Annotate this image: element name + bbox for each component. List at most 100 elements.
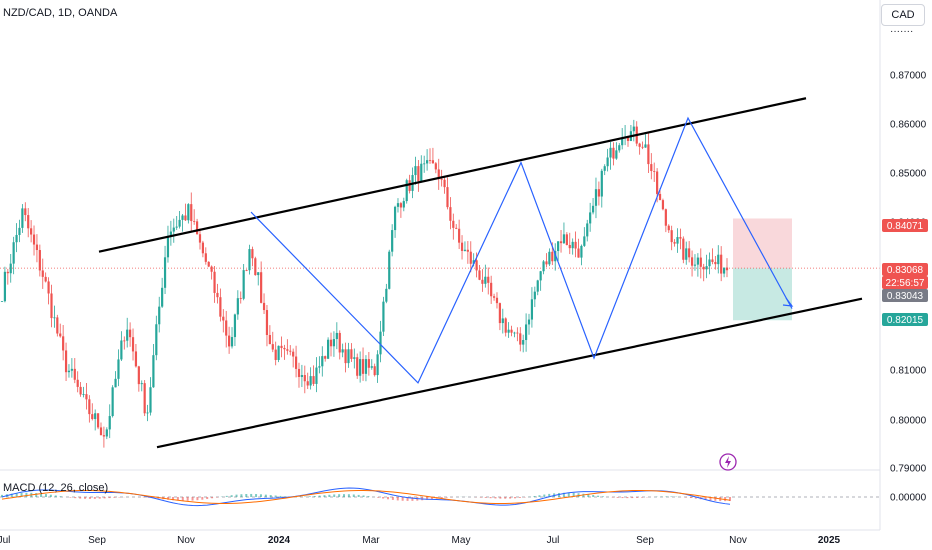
macd-histogram-bar	[406, 497, 409, 501]
candle	[27, 208, 30, 238]
candle	[676, 228, 679, 253]
candle	[309, 367, 312, 390]
candle-body	[62, 336, 65, 351]
candle-body	[443, 179, 446, 188]
x-tick-label: Sep	[88, 535, 106, 546]
candle-body	[565, 234, 568, 245]
candle-body	[134, 351, 138, 367]
macd-histogram-bar	[88, 497, 91, 499]
candle-body	[102, 435, 106, 437]
candle	[190, 192, 193, 232]
candle	[492, 293, 496, 301]
candle-body	[644, 144, 647, 148]
macd-histogram-bar	[386, 497, 389, 500]
candle	[73, 358, 76, 384]
candle	[708, 252, 711, 275]
time-axis[interactable]: Jul Sep Nov 2024 Mar May Jul Sep Nov 2025	[0, 535, 841, 546]
take-profit-zone	[733, 268, 792, 321]
macd-histogram-bar	[396, 497, 399, 501]
candle-body	[155, 324, 158, 356]
candle	[213, 265, 216, 303]
candle	[638, 142, 641, 155]
candle-body	[210, 266, 213, 272]
candle-body	[382, 301, 385, 332]
candle-body	[589, 212, 592, 224]
candle	[670, 225, 673, 251]
candle-body	[300, 375, 303, 377]
macd-histogram-bar	[382, 497, 385, 499]
macd-histogram-bar	[714, 497, 717, 501]
y-tick-label: 0.81000	[890, 366, 927, 377]
candle	[105, 427, 108, 440]
candle	[228, 326, 231, 354]
candle	[15, 223, 18, 253]
candle	[3, 266, 7, 303]
candle	[184, 203, 187, 221]
candle	[210, 265, 213, 280]
candle-body	[181, 215, 184, 220]
candle-body	[364, 359, 368, 374]
channel-lower-line	[156, 297, 863, 449]
macd-label[interactable]: MACD (12, 26, close)	[3, 482, 109, 494]
y-tick-label: 0.79000	[890, 464, 927, 475]
macd-histogram-bar	[250, 493, 253, 497]
candle	[70, 358, 73, 378]
candle	[562, 222, 566, 245]
candle-body	[129, 329, 132, 338]
candle	[166, 225, 170, 263]
candle	[353, 348, 356, 369]
x-tick-label: 2025	[818, 535, 841, 546]
candle	[402, 197, 405, 212]
candle-body	[452, 220, 455, 228]
candle-body	[621, 138, 624, 146]
candle-body	[586, 223, 589, 237]
candle-body	[466, 249, 469, 252]
candle-body	[85, 394, 88, 400]
candle	[589, 202, 592, 232]
x-tick-label: Mar	[362, 535, 380, 546]
candle-body	[332, 339, 336, 347]
candle-body	[557, 241, 560, 251]
macd-histogram-bar	[84, 497, 87, 499]
candle-body	[105, 429, 108, 437]
candle-body	[548, 251, 551, 265]
event-marker[interactable]	[719, 453, 737, 471]
candle	[338, 330, 341, 360]
candle-body	[21, 208, 24, 228]
candle-body	[190, 204, 193, 222]
candle-body	[166, 235, 170, 258]
symbol-title[interactable]: NZD/CAD, 1D, OANDA	[3, 7, 118, 19]
candle	[722, 267, 726, 278]
candle	[318, 356, 321, 374]
macd-histogram-bar	[411, 497, 414, 501]
candle	[530, 287, 534, 328]
candle-body	[108, 416, 111, 430]
candle	[478, 264, 481, 281]
macd-histogram-bar	[636, 497, 639, 498]
candle-body	[324, 356, 327, 359]
macd-histogram-bar	[206, 497, 209, 500]
macd-histogram-bar	[377, 497, 380, 498]
macd-histogram-bar	[391, 497, 394, 500]
candle	[94, 409, 97, 431]
candle-body	[27, 215, 30, 229]
candle-body	[50, 293, 53, 319]
candle-body	[158, 306, 161, 325]
candle	[533, 286, 536, 308]
candle	[277, 345, 280, 363]
grid-lines	[0, 0, 881, 531]
candle	[571, 238, 574, 255]
candle	[414, 156, 417, 185]
candle	[306, 372, 309, 390]
candle-body	[682, 238, 685, 260]
candle	[163, 245, 167, 295]
candle	[30, 220, 33, 243]
candle	[201, 240, 205, 258]
macd-histogram-bar	[172, 497, 175, 501]
macd-histogram-bar	[333, 494, 336, 497]
candle	[612, 142, 615, 166]
candle	[32, 225, 36, 256]
currency-button[interactable]: CAD	[881, 4, 925, 26]
candle	[644, 134, 647, 148]
